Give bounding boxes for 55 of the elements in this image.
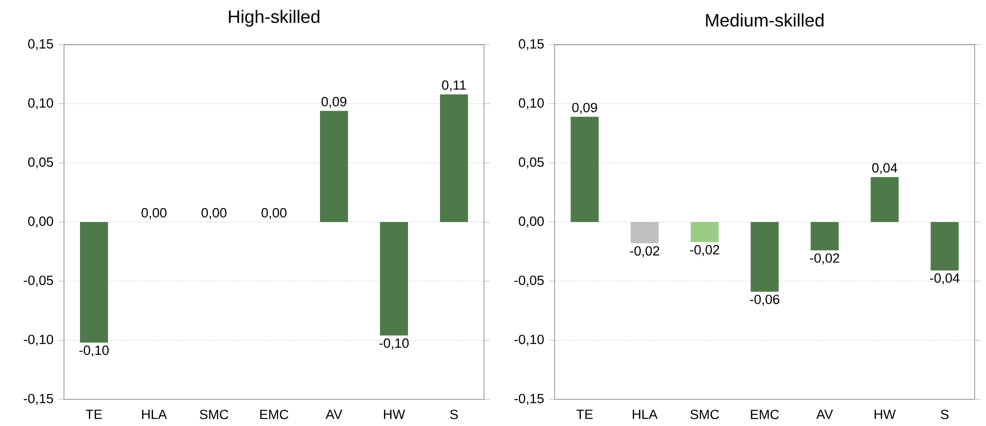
y-tick-label: 0,15	[28, 39, 54, 50]
x-tick-label: AV	[326, 410, 342, 419]
x-tick-label: HW	[384, 410, 406, 419]
y-tick-label: -0,05	[514, 276, 544, 287]
x-tick-label: S	[940, 410, 949, 420]
chart-title: High-skilled	[228, 10, 320, 27]
x-tick-label: HW	[874, 410, 896, 419]
chart-title: Medium-skilled	[706, 13, 824, 27]
y-tick-label: -0,10	[24, 334, 54, 346]
data-label: 0,00	[202, 208, 226, 220]
bar	[930, 222, 959, 270]
bar	[750, 222, 779, 292]
bar	[690, 222, 719, 242]
y-tick-label: 0,15	[518, 39, 544, 50]
y-tick-label: -0,15	[514, 394, 544, 405]
data-label: -0,10	[379, 338, 409, 350]
bar	[870, 177, 899, 222]
y-tick-label: 0,10	[28, 98, 54, 110]
data-label: 0,09	[572, 102, 598, 114]
data-label: 0,09	[322, 96, 346, 108]
y-tick-label: 0,00	[28, 216, 54, 228]
bar	[80, 222, 108, 343]
data-label: -0,10	[79, 346, 109, 357]
y-tick-label: 0,10	[518, 98, 544, 110]
x-tick-label: TE	[86, 410, 102, 419]
data-label: -0,06	[750, 294, 780, 306]
y-tick-label: -0,05	[24, 276, 54, 287]
x-tick-label: HLA	[632, 410, 658, 419]
bar	[810, 222, 839, 250]
data-label: 0,11	[442, 80, 466, 92]
data-label: -0,02	[810, 253, 840, 264]
data-label: 0,00	[142, 208, 166, 220]
x-tick-label: EMC	[260, 410, 288, 420]
y-tick-label: 0,05	[518, 157, 544, 168]
bar	[320, 110, 348, 222]
bar	[630, 222, 659, 244]
data-label: -0,02	[690, 245, 720, 256]
data-label: 0,00	[262, 208, 286, 220]
bar	[440, 94, 468, 222]
x-tick-label: EMC	[750, 410, 779, 420]
x-tick-label: AV	[816, 410, 834, 419]
x-tick-label: S	[450, 410, 458, 420]
x-tick-label: HLA	[142, 410, 167, 419]
y-tick-label: 0,05	[28, 157, 54, 168]
bar	[570, 116, 599, 222]
x-tick-label: TE	[576, 410, 593, 419]
data-label: -0,02	[630, 246, 660, 258]
data-label: 0,04	[872, 163, 898, 174]
bar	[380, 222, 408, 336]
y-tick-label: 0,00	[518, 216, 544, 228]
data-label: -0,04	[930, 273, 960, 284]
y-tick-label: -0,15	[24, 394, 54, 405]
x-tick-label: SMC	[200, 410, 228, 420]
y-tick-label: -0,10	[514, 334, 544, 346]
x-tick-label: SMC	[690, 410, 719, 420]
